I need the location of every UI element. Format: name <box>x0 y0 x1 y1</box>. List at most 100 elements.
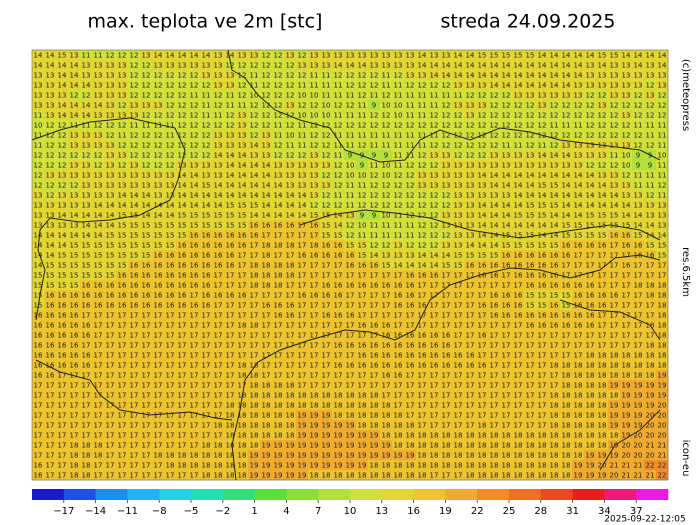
cell-value: 12 <box>454 142 463 150</box>
grid-cell <box>188 80 201 91</box>
grid-cell <box>512 100 525 111</box>
cell-value: 18 <box>562 472 571 480</box>
grid-cell <box>296 150 309 161</box>
cell-value: 12 <box>370 182 379 190</box>
cell-value: 16 <box>70 342 79 350</box>
cell-value: 13 <box>586 82 595 90</box>
cell-value: 13 <box>550 92 559 100</box>
cell-value: 16 <box>406 352 415 360</box>
cell-value: 13 <box>394 52 403 60</box>
cell-value: 17 <box>238 312 247 320</box>
cell-value: 16 <box>634 242 643 250</box>
cell-value: 17 <box>190 322 199 330</box>
cell-value: 14 <box>478 242 487 250</box>
grid-cell <box>440 170 453 181</box>
cell-value: 15 <box>478 252 487 260</box>
cell-value: 17 <box>214 362 223 370</box>
cell-value: 17 <box>142 412 151 420</box>
cell-value: 12 <box>646 142 655 150</box>
cell-value: 17 <box>466 382 475 390</box>
grid-cell <box>152 240 165 251</box>
cell-value: 16 <box>46 302 55 310</box>
cell-value: 11 <box>430 102 439 110</box>
cell-value: 13 <box>82 172 91 180</box>
cell-value: 18 <box>238 432 247 440</box>
grid-cell <box>632 230 645 241</box>
cell-value: 14 <box>430 262 439 270</box>
cell-value: 14 <box>214 192 223 200</box>
cell-value: 13 <box>82 192 91 200</box>
cell-value: 16 <box>154 252 163 260</box>
cell-value: 13 <box>226 72 235 80</box>
grid-cell <box>44 130 57 141</box>
cell-value: 18 <box>202 442 211 450</box>
grid-cell <box>296 210 309 221</box>
cell-value: 12 <box>298 152 307 160</box>
grid-cell <box>560 80 573 91</box>
cell-value: 13 <box>586 152 595 160</box>
grid-cell <box>380 50 393 61</box>
grid-cell <box>308 60 321 71</box>
cell-value: 18 <box>262 272 271 280</box>
grid-cell <box>620 60 633 71</box>
cell-value: 18 <box>370 422 379 430</box>
cell-value: 11 <box>658 172 667 180</box>
grid-cell <box>572 100 585 111</box>
cell-value: 14 <box>538 172 547 180</box>
cell-value: 19 <box>286 462 295 470</box>
grid-cell <box>224 210 237 221</box>
grid-cell <box>80 90 93 101</box>
cell-value: 17 <box>262 342 271 350</box>
cell-value: 17 <box>310 322 319 330</box>
cell-value: 9 <box>636 162 640 170</box>
cell-value: 20 <box>634 452 643 460</box>
cell-value: 13 <box>94 192 103 200</box>
cell-value: 11 <box>658 132 667 140</box>
cell-value: 16 <box>94 292 103 300</box>
grid-cell <box>392 200 405 211</box>
grid-cell <box>116 110 129 121</box>
grid-cell <box>344 230 357 241</box>
grid-cell <box>116 120 129 131</box>
colorbar-segment <box>572 489 605 500</box>
cell-value: 18 <box>394 422 403 430</box>
grid-cell <box>80 200 93 211</box>
cell-value: 18 <box>226 412 235 420</box>
cell-value: 14 <box>442 62 451 70</box>
cell-value: 16 <box>70 302 79 310</box>
cell-value: 17 <box>58 462 67 470</box>
cell-value: 14 <box>610 192 619 200</box>
cell-value: 18 <box>622 372 631 380</box>
grid-cell <box>608 200 621 211</box>
grid-cell <box>248 170 261 181</box>
grid-cell <box>68 230 81 241</box>
grid-cell <box>596 50 609 61</box>
cell-value: 14 <box>58 82 67 90</box>
cell-value: 17 <box>298 322 307 330</box>
grid-cell <box>608 100 621 111</box>
grid-cell <box>440 50 453 61</box>
cell-value: 14 <box>550 192 559 200</box>
cell-value: 19 <box>622 412 631 420</box>
cell-value: 18 <box>82 472 91 480</box>
cell-value: 16 <box>538 312 547 320</box>
cell-value: 17 <box>598 322 607 330</box>
grid-cell <box>380 220 393 231</box>
grid-cell <box>260 60 273 71</box>
cell-value: 17 <box>178 372 187 380</box>
cell-value: 13 <box>622 62 631 70</box>
cell-value: 16 <box>178 302 187 310</box>
cell-value: 18 <box>538 442 547 450</box>
cell-value: 9 <box>372 212 376 220</box>
cell-value: 15 <box>178 212 187 220</box>
grid-cell <box>536 90 549 101</box>
cell-value: 14 <box>274 202 283 210</box>
grid-cell <box>452 180 465 191</box>
grid-cell <box>296 130 309 141</box>
grid-cell <box>524 240 537 251</box>
cell-value: 12 <box>442 202 451 210</box>
grid-cell <box>140 70 153 81</box>
grid-cell <box>140 130 153 141</box>
grid-cell <box>44 50 57 61</box>
cell-value: 10 <box>250 92 259 100</box>
